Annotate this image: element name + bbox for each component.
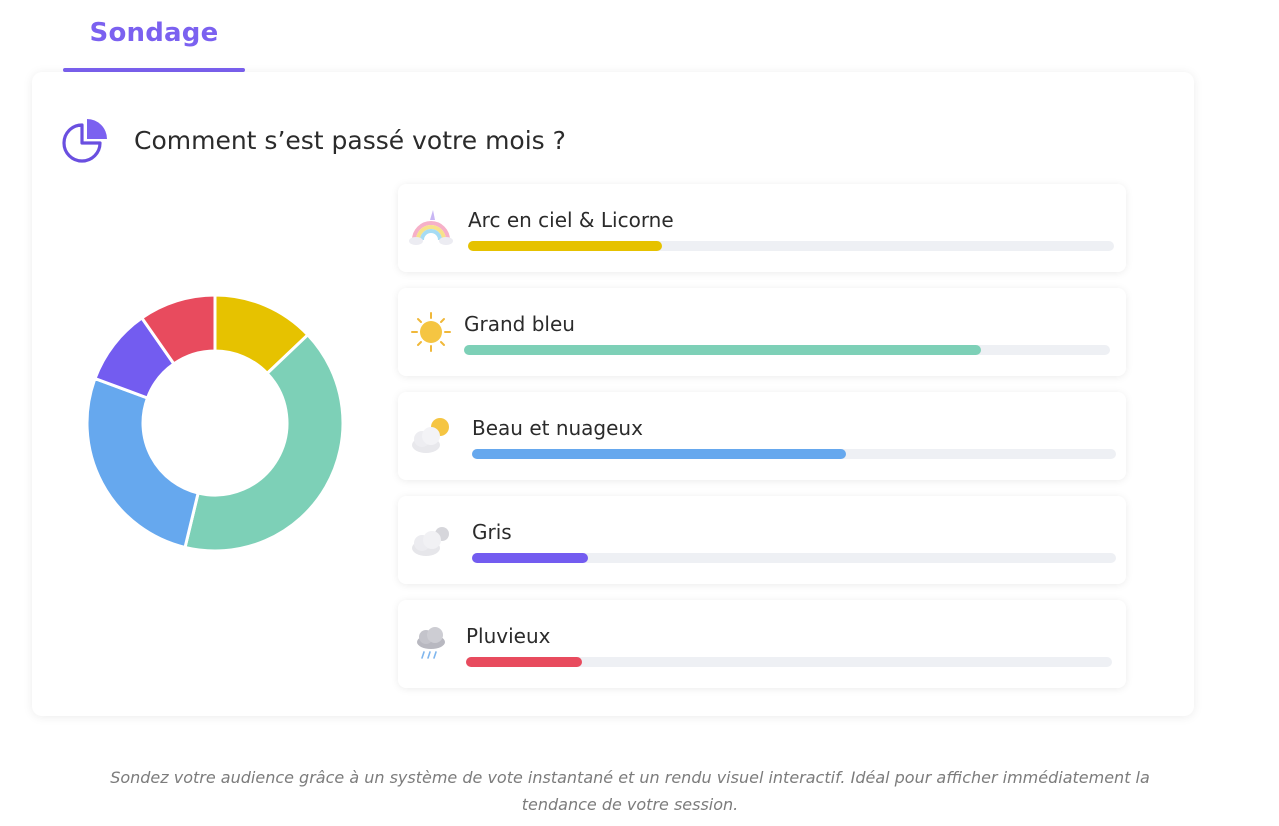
- progress-track: [464, 345, 1110, 355]
- option-label: Gris: [472, 520, 512, 544]
- progress-fill: [466, 657, 583, 667]
- progress-fill: [468, 241, 662, 251]
- rain-cloud-icon: [417, 627, 445, 659]
- caption-text: Sondez votre audience grâce à un système…: [110, 768, 1150, 814]
- poll-option[interactable]: Gris: [398, 496, 1126, 584]
- tab-label: Sondage: [89, 18, 219, 48]
- tab-sondage[interactable]: Sondage: [63, 18, 245, 72]
- progress-track: [472, 449, 1116, 459]
- option-label: Grand bleu: [464, 312, 575, 336]
- sun-behind-cloud-icon: [412, 418, 449, 453]
- option-label: Beau et nuageux: [472, 416, 643, 440]
- poll-question: Comment s’est passé votre mois ?: [134, 126, 566, 155]
- option-label: Arc en ciel & Licorne: [468, 208, 674, 232]
- rainbow-unicorn-icon: [409, 210, 453, 245]
- cloud-icon: [412, 527, 449, 556]
- poll-option[interactable]: Pluvieux: [398, 600, 1126, 688]
- poll-option[interactable]: Beau et nuageux: [398, 392, 1126, 480]
- progress-track: [472, 553, 1116, 563]
- donut-slice: [183, 332, 345, 553]
- sun-icon: [411, 312, 451, 352]
- progress-fill: [472, 449, 846, 459]
- poll-option[interactable]: Grand bleu: [398, 288, 1126, 376]
- donut-slice: [139, 293, 217, 366]
- progress-track: [468, 241, 1114, 251]
- tab-active-indicator: [63, 68, 245, 72]
- option-label: Pluvieux: [466, 624, 551, 648]
- pie-chart-icon: [62, 119, 107, 163]
- progress-track: [466, 657, 1112, 667]
- donut-slice: [85, 376, 200, 550]
- progress-fill: [464, 345, 981, 355]
- poll-option[interactable]: Arc en ciel & Licorne: [398, 184, 1126, 272]
- donut-chart: [85, 293, 345, 553]
- progress-fill: [472, 553, 588, 563]
